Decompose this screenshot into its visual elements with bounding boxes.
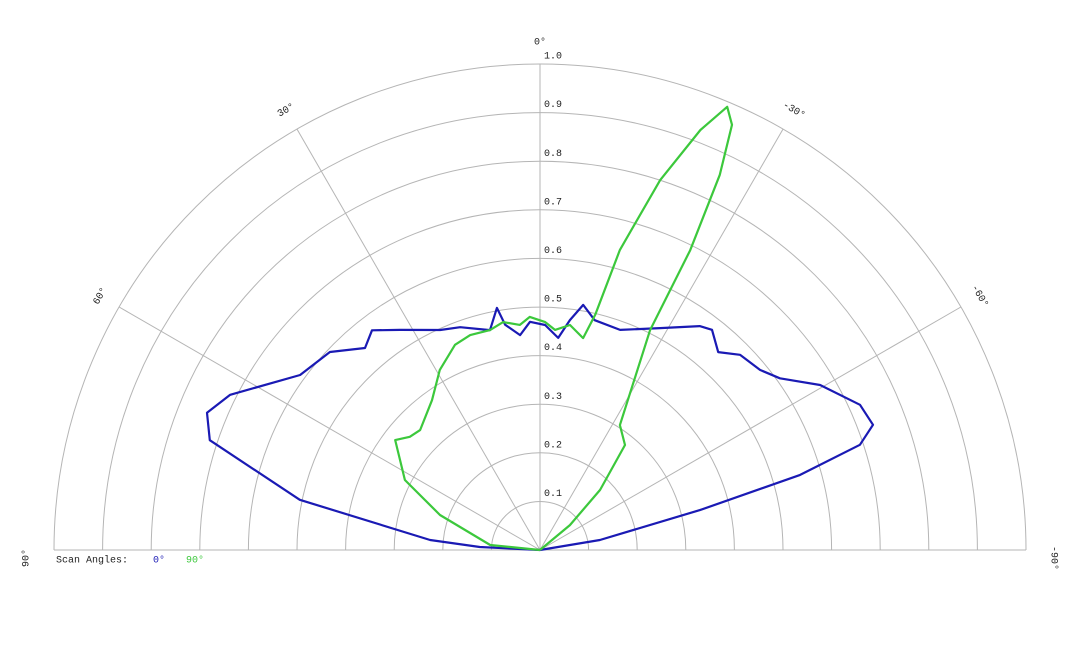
r-tick-label: 0.9 — [544, 100, 562, 111]
r-tick-label: 0.8 — [544, 149, 562, 160]
series-line — [205, 303, 875, 552]
legend-entry: 0° — [153, 555, 165, 567]
grid-spoke — [539, 128, 784, 551]
legend-entry: 90° — [186, 555, 204, 567]
legend-title: Scan Angles: — [56, 555, 128, 567]
theta-tick-label: 60° — [91, 286, 110, 308]
r-tick-label: 1.0 — [544, 52, 562, 63]
r-tick-label: 0.7 — [544, 197, 562, 208]
theta-tick-label: -30° — [780, 99, 807, 121]
theta-tick-label: 90° — [21, 549, 33, 567]
theta-tick-label: -60° — [968, 283, 990, 310]
r-tick-label: 0.2 — [544, 440, 562, 451]
theta-tick-label: 0° — [534, 37, 546, 49]
r-tick-label: 0.6 — [544, 246, 562, 257]
theta-tick-label: -90° — [1047, 546, 1059, 570]
r-tick-label: 0.5 — [544, 295, 562, 306]
grid-spoke — [118, 306, 541, 551]
r-tick-label: 0.3 — [544, 392, 562, 403]
r-tick-label: 0.4 — [544, 343, 562, 354]
series-line — [394, 105, 734, 552]
r-tick-label: 0.1 — [544, 489, 562, 500]
grid-spoke — [296, 128, 541, 551]
theta-tick-label: 30° — [276, 101, 298, 120]
grid-spoke — [539, 306, 962, 551]
